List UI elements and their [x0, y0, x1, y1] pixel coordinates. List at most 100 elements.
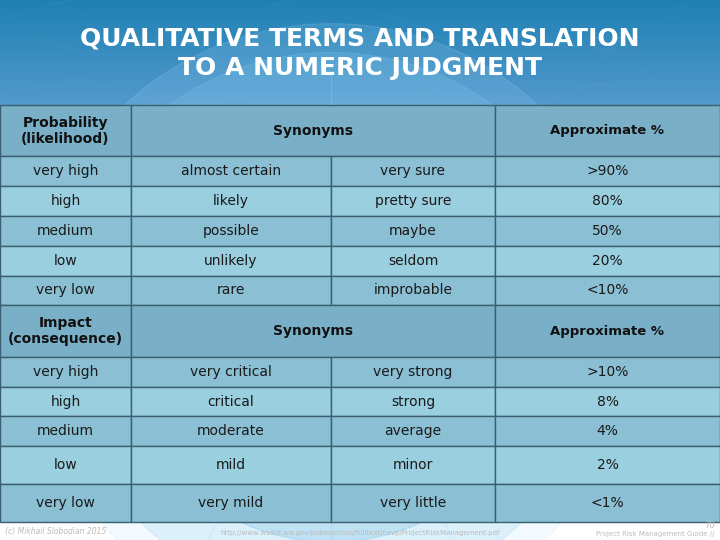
Bar: [495, 357, 720, 387]
Text: Approximate %: Approximate %: [551, 124, 665, 137]
Text: possible: possible: [202, 224, 259, 238]
Bar: [0, 75, 720, 77]
Circle shape: [187, 182, 475, 470]
Text: 4%: 4%: [597, 424, 618, 438]
Bar: [0, 8, 720, 10]
Bar: [495, 306, 720, 357]
Text: Approximate %: Approximate %: [551, 325, 665, 338]
Bar: [0, 97, 720, 99]
Bar: [0, 4, 720, 6]
Bar: [0, 87, 720, 89]
Bar: [0, 45, 720, 47]
Bar: [0, 19, 720, 21]
Bar: [0, 52, 720, 55]
Bar: [0, 99, 720, 101]
Bar: [331, 484, 495, 522]
Bar: [0, 484, 131, 522]
Bar: [0, 55, 720, 57]
Bar: [0, 79, 720, 81]
Text: very little: very little: [380, 496, 446, 510]
Bar: [0, 68, 720, 70]
Bar: [0, 102, 720, 104]
Bar: [495, 216, 720, 246]
Bar: [131, 186, 331, 216]
Text: >90%: >90%: [586, 164, 629, 178]
Bar: [0, 11, 720, 12]
Text: 70: 70: [704, 521, 715, 530]
Bar: [0, 93, 720, 96]
Text: very low: very low: [36, 496, 95, 510]
Bar: [0, 90, 720, 92]
Bar: [0, 63, 720, 65]
Bar: [0, 275, 131, 306]
Text: very high: very high: [33, 364, 98, 379]
Bar: [0, 35, 720, 37]
Bar: [0, 51, 720, 53]
Text: average: average: [384, 424, 441, 438]
Bar: [331, 275, 495, 306]
Text: very mild: very mild: [199, 496, 264, 510]
Bar: [131, 275, 331, 306]
Bar: [131, 446, 331, 484]
Bar: [131, 484, 331, 522]
Bar: [0, 88, 720, 90]
Text: very sure: very sure: [380, 164, 446, 178]
Bar: [495, 416, 720, 446]
Bar: [0, 96, 720, 98]
Text: <1%: <1%: [590, 496, 624, 510]
Text: unlikely: unlikely: [204, 254, 258, 268]
Bar: [0, 306, 131, 357]
Bar: [0, 20, 720, 22]
Bar: [0, 14, 720, 16]
Text: maybe: maybe: [389, 224, 437, 238]
Text: mild: mild: [216, 458, 246, 472]
Bar: [0, 23, 720, 25]
Text: TO A NUMERIC JUDGMENT: TO A NUMERIC JUDGMENT: [178, 57, 542, 80]
Bar: [0, 39, 720, 41]
Bar: [495, 186, 720, 216]
Text: minor: minor: [393, 458, 433, 472]
Bar: [0, 44, 720, 46]
Bar: [0, 10, 720, 11]
Bar: [0, 60, 720, 62]
Text: Impact
(consequence): Impact (consequence): [8, 316, 123, 346]
Bar: [0, 31, 720, 33]
Bar: [0, 86, 720, 88]
Bar: [0, 65, 720, 67]
Circle shape: [29, 24, 634, 540]
Bar: [0, 59, 720, 61]
Bar: [0, 64, 720, 66]
Bar: [131, 157, 331, 186]
Bar: [0, 30, 720, 32]
Bar: [495, 446, 720, 484]
Text: Project Risk Management Guide //: Project Risk Management Guide //: [596, 531, 715, 537]
Bar: [0, 103, 720, 105]
Bar: [0, 38, 720, 40]
Text: Synonyms: Synonyms: [273, 124, 353, 138]
Bar: [0, 46, 720, 48]
Bar: [0, 33, 720, 36]
Bar: [0, 6, 720, 9]
Text: http://www.wsdot.wa.gov/publications/fulltext/cevp/ProjectRiskManagement.pdf: http://www.wsdot.wa.gov/publications/ful…: [220, 530, 500, 536]
Bar: [495, 484, 720, 522]
Bar: [131, 216, 331, 246]
Bar: [0, 94, 720, 97]
Bar: [0, 42, 720, 44]
Bar: [0, 84, 720, 86]
Bar: [0, 78, 720, 80]
Text: almost certain: almost certain: [181, 164, 281, 178]
Text: 50%: 50%: [592, 224, 623, 238]
Bar: [0, 16, 720, 18]
Bar: [0, 105, 720, 522]
Bar: [0, 81, 720, 83]
Text: very low: very low: [36, 284, 95, 298]
Bar: [0, 29, 720, 30]
Bar: [0, 41, 720, 43]
Bar: [0, 83, 720, 85]
Bar: [0, 76, 720, 78]
Text: rare: rare: [217, 284, 246, 298]
Bar: [495, 387, 720, 416]
Bar: [0, 62, 720, 64]
Bar: [331, 446, 495, 484]
Bar: [0, 66, 720, 68]
